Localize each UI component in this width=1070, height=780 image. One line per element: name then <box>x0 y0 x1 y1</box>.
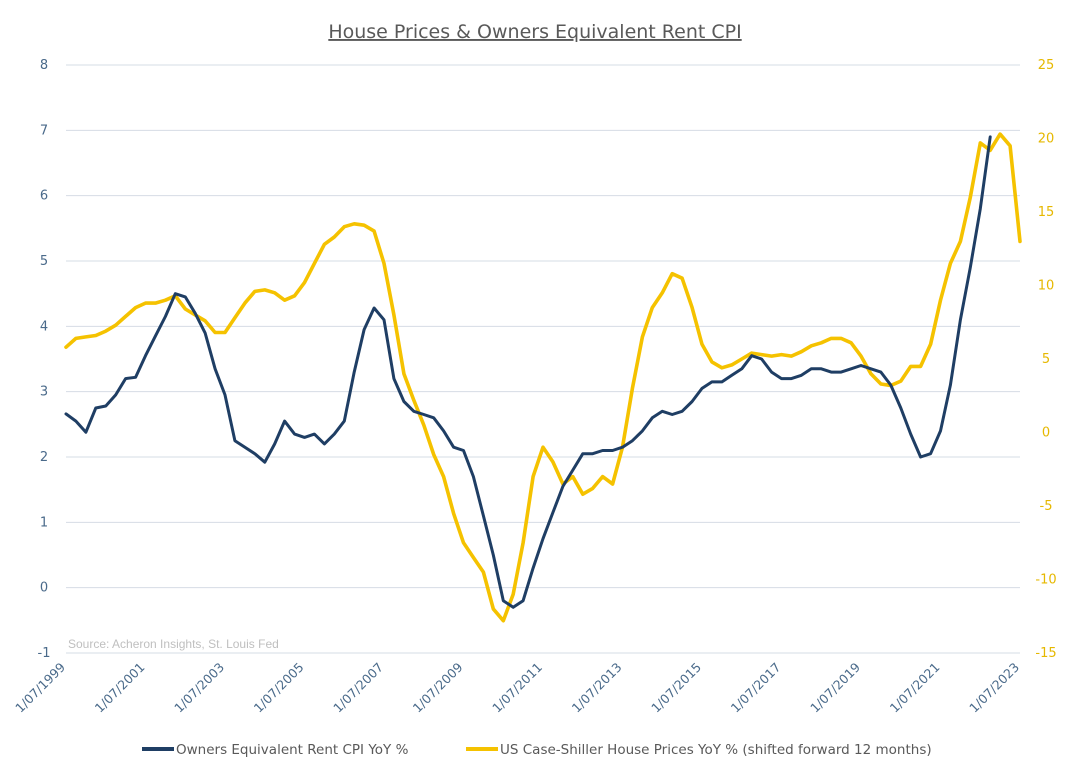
right-tick-label: 5 <box>1042 352 1050 367</box>
legend[interactable]: Owners Equivalent Rent CPI YoY % US Case… <box>142 742 932 758</box>
right-tick-label: -15 <box>1035 646 1056 661</box>
x-axis-ticks: 1/07/1999 1/07/2001 1/07/2003 1/07/2005 1/07… <box>12 659 1022 715</box>
left-tick-label: 7 <box>40 123 48 138</box>
x-tick-label: 1/07/2023 <box>966 660 1022 716</box>
series-layer <box>64 132 1022 623</box>
legend-label-oer: Owners Equivalent Rent CPI YoY % <box>176 742 409 758</box>
right-axis-ticks: -15 -10 -5 0 5 10 15 20 25 <box>1035 58 1056 661</box>
right-tick-label: 15 <box>1038 205 1055 220</box>
left-tick-label: 5 <box>40 254 48 269</box>
series-line-oer <box>64 135 992 609</box>
x-tick-label: 1/07/2011 <box>489 660 545 716</box>
x-tick-label: 1/07/2021 <box>887 660 943 716</box>
right-tick-label: -5 <box>1040 499 1053 514</box>
gridlines <box>66 64 1020 654</box>
left-tick-label: 3 <box>40 385 48 400</box>
left-tick-label: 0 <box>40 581 48 596</box>
x-tick-label: 1/07/2007 <box>330 660 386 716</box>
right-tick-label: 0 <box>1042 426 1050 441</box>
x-tick-label: 1/07/2017 <box>728 660 784 716</box>
left-tick-label: 2 <box>40 450 48 465</box>
left-tick-label: -1 <box>38 646 51 661</box>
x-tick-label: 1/07/2019 <box>807 659 863 715</box>
right-tick-label: 20 <box>1038 132 1055 147</box>
x-tick-label: 1/07/2015 <box>648 660 704 716</box>
left-tick-label: 6 <box>40 189 48 204</box>
series-line-case-shiller <box>64 132 1022 623</box>
source-note: Source: Acheron Insights, St. Louis Fed <box>68 637 279 651</box>
x-tick-label: 1/07/1999 <box>12 659 68 715</box>
x-tick-label: 1/07/2013 <box>569 660 625 716</box>
left-tick-label: 1 <box>40 515 48 530</box>
left-tick-label: 4 <box>40 319 48 334</box>
chart-title: House Prices & Owners Equivalent Rent CP… <box>328 21 741 43</box>
right-tick-label: 10 <box>1038 279 1055 294</box>
legend-label-case-shiller: US Case-Shiller House Prices YoY % (shif… <box>500 742 932 758</box>
x-tick-label: 1/07/2003 <box>171 660 227 716</box>
left-axis-ticks: -1 0 1 2 3 4 5 6 7 8 <box>38 58 51 661</box>
left-tick-label: 8 <box>40 58 48 73</box>
x-tick-label: 1/07/2001 <box>92 660 148 716</box>
x-tick-label: 1/07/2005 <box>251 660 307 716</box>
x-tick-label: 1/07/2009 <box>410 659 466 715</box>
right-tick-label: -10 <box>1035 573 1056 588</box>
right-tick-label: 25 <box>1038 58 1055 73</box>
